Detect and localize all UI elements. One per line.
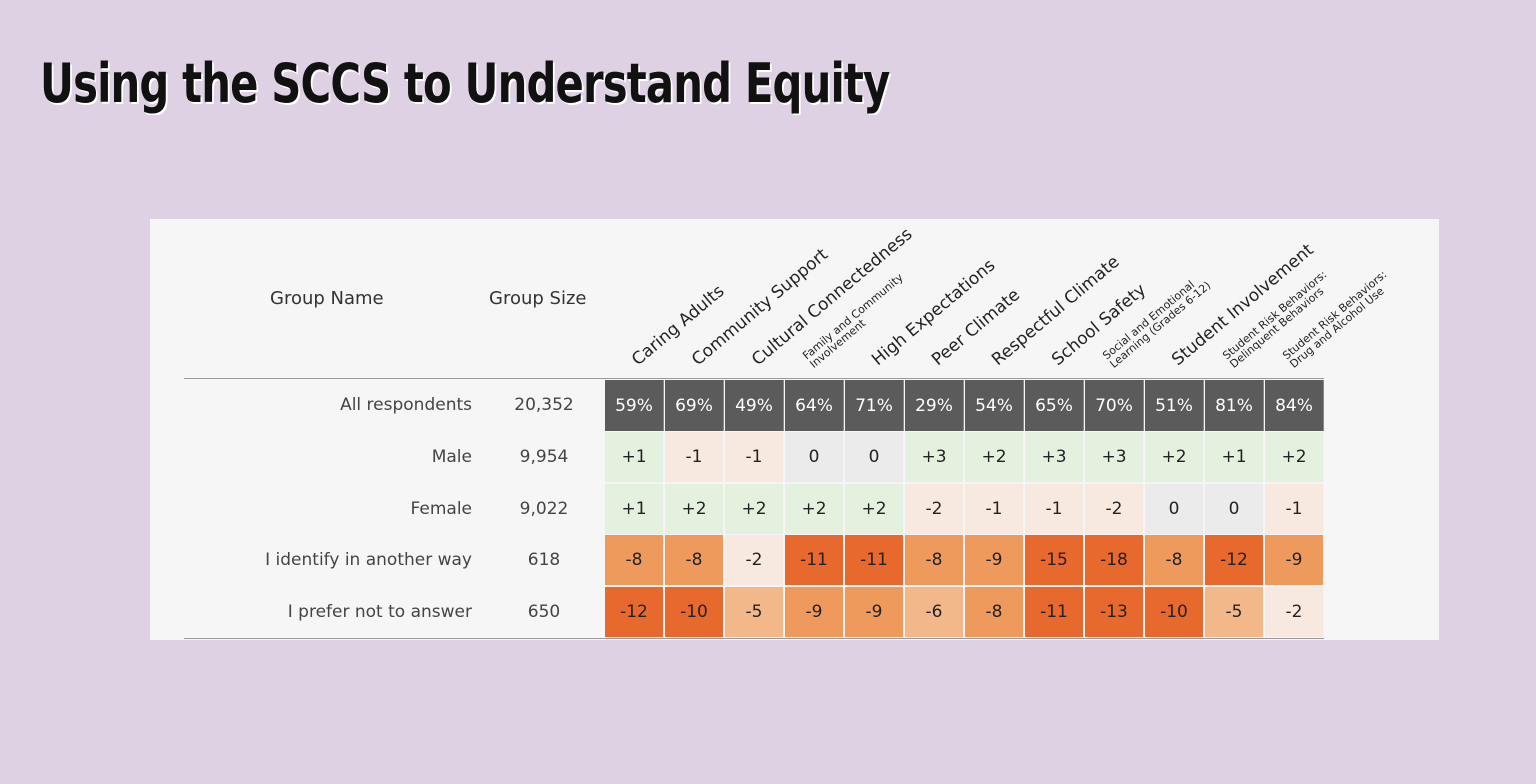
difference-cell: +1 — [1205, 432, 1264, 483]
overall-percent-cell: 71% — [845, 380, 904, 431]
difference-cell: -1 — [725, 432, 784, 483]
difference-cell: -1 — [965, 484, 1024, 535]
overall-percent-cell: 51% — [1145, 380, 1204, 431]
difference-cell: +2 — [1145, 432, 1204, 483]
overall-percent-cell: 84% — [1265, 380, 1324, 431]
row-group-name: Female — [410, 499, 472, 519]
group-size-header: Group Size — [489, 288, 587, 309]
overall-percent-cell: 59% — [605, 380, 664, 431]
difference-cell: -1 — [1265, 484, 1324, 535]
difference-cell: -9 — [965, 535, 1024, 586]
difference-cell: -8 — [905, 535, 964, 586]
difference-cell: -9 — [845, 587, 904, 638]
difference-cell: -11 — [1025, 587, 1084, 638]
difference-cell: -2 — [1085, 484, 1144, 535]
row-group-size: 618 — [527, 550, 561, 570]
slide-title: Using the SCCS to Understand Equity — [40, 52, 890, 115]
difference-cell: +2 — [845, 484, 904, 535]
difference-cell: -8 — [605, 535, 664, 586]
difference-cell: -8 — [1145, 535, 1204, 586]
difference-cell: 0 — [1145, 484, 1204, 535]
difference-cell: +2 — [965, 432, 1024, 483]
difference-cell: +2 — [725, 484, 784, 535]
difference-cell: -2 — [725, 535, 784, 586]
difference-cell: 0 — [845, 432, 904, 483]
difference-cell: 0 — [785, 432, 844, 483]
row-group-size: 9,954 — [519, 447, 569, 467]
difference-cell: +1 — [605, 432, 664, 483]
difference-cell: -5 — [725, 587, 784, 638]
overall-percent-cell: 69% — [665, 380, 724, 431]
difference-cell: -11 — [785, 535, 844, 586]
overall-percent-cell: 81% — [1205, 380, 1264, 431]
difference-cell: -15 — [1025, 535, 1084, 586]
difference-cell: -12 — [605, 587, 664, 638]
overall-percent-cell: 29% — [905, 380, 964, 431]
difference-cell: -18 — [1085, 535, 1144, 586]
overall-percent-cell: 70% — [1085, 380, 1144, 431]
difference-cell: -1 — [665, 432, 724, 483]
difference-cell: -10 — [665, 587, 724, 638]
difference-cell: +2 — [1265, 432, 1324, 483]
table-bottom-rule — [184, 638, 1324, 639]
difference-cell: -2 — [1265, 587, 1324, 638]
row-group-name: I prefer not to answer — [287, 602, 472, 622]
difference-cell: -9 — [785, 587, 844, 638]
row-group-size: 9,022 — [519, 499, 569, 519]
difference-cell: -5 — [1205, 587, 1264, 638]
difference-cell: +3 — [1025, 432, 1084, 483]
row-group-name: I identify in another way — [265, 550, 472, 570]
difference-cell: +1 — [605, 484, 664, 535]
difference-cell: +2 — [665, 484, 724, 535]
difference-cell: +3 — [1085, 432, 1144, 483]
row-group-size: 650 — [527, 602, 561, 622]
overall-percent-cell: 65% — [1025, 380, 1084, 431]
difference-cell: -2 — [905, 484, 964, 535]
difference-cell: -8 — [965, 587, 1024, 638]
difference-cell: -12 — [1205, 535, 1264, 586]
difference-cell: -8 — [665, 535, 724, 586]
difference-cell: -1 — [1025, 484, 1084, 535]
overall-percent-cell: 64% — [785, 380, 844, 431]
overall-percent-cell: 49% — [725, 380, 784, 431]
row-group-name: Male — [431, 447, 472, 467]
difference-cell: -6 — [905, 587, 964, 638]
difference-cell: -11 — [845, 535, 904, 586]
row-group-size: 20,352 — [514, 395, 574, 415]
row-group-name: All respondents — [340, 395, 472, 415]
overall-percent-cell: 54% — [965, 380, 1024, 431]
difference-cell: -13 — [1085, 587, 1144, 638]
difference-cell: 0 — [1205, 484, 1264, 535]
difference-cell: -9 — [1265, 535, 1324, 586]
difference-cell: -10 — [1145, 587, 1204, 638]
difference-cell: +3 — [905, 432, 964, 483]
table-top-rule — [184, 378, 1324, 379]
difference-cell: +2 — [785, 484, 844, 535]
group-name-header: Group Name — [270, 288, 384, 309]
